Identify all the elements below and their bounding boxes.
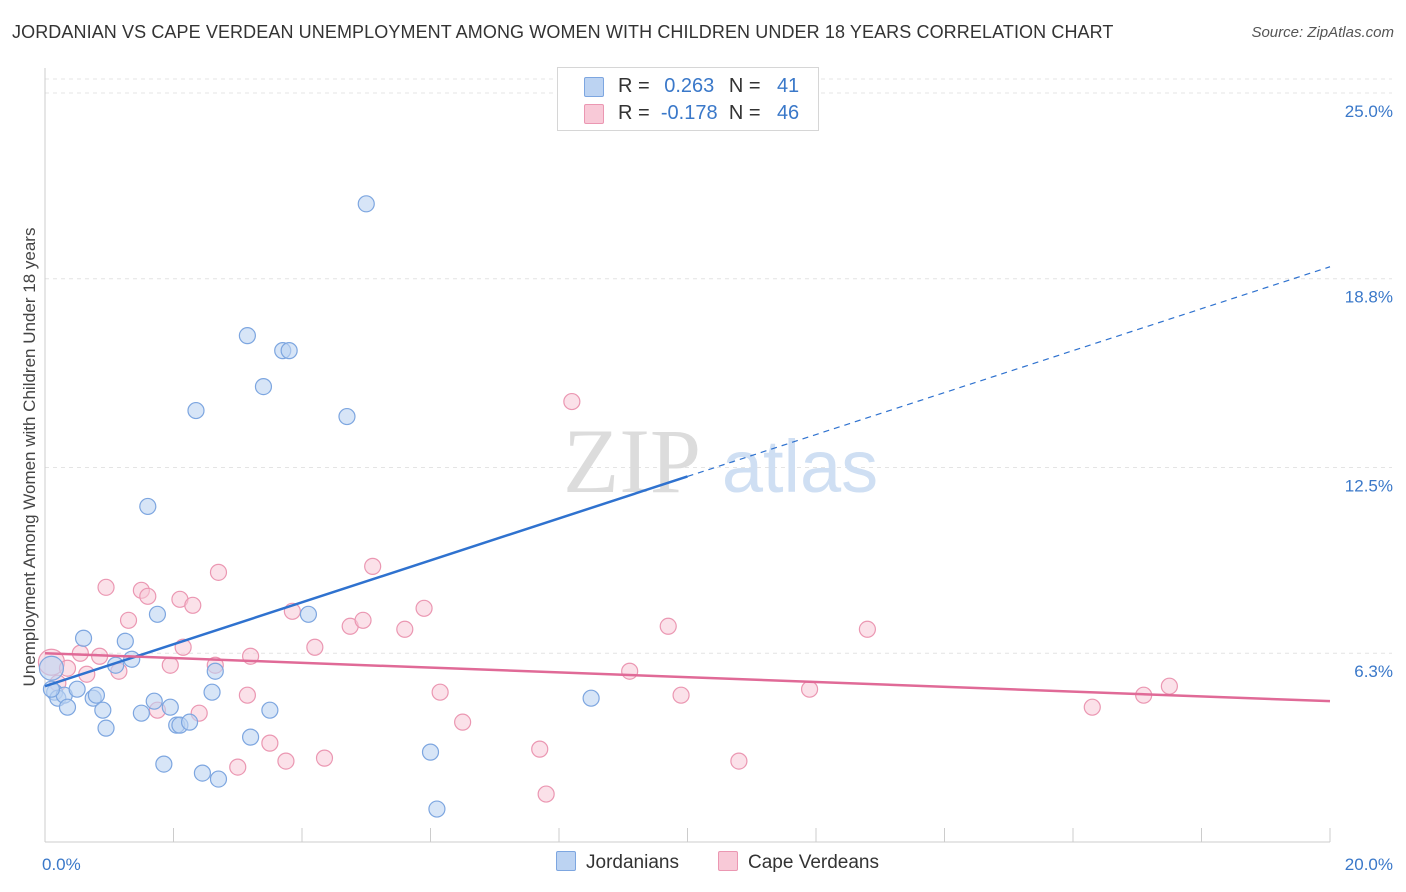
cape-verdean-point <box>415 599 433 617</box>
cape-verdean-point <box>261 734 279 752</box>
watermark-zip: ZIP <box>563 410 701 512</box>
jordanian-point <box>97 719 115 737</box>
tick-labels: 6.3% 12.5% 18.8% 25.0% 0.0% 20.0% <box>42 102 1393 874</box>
jordanian-point <box>206 662 224 680</box>
jordanian-point <box>582 689 600 707</box>
jordanian-point <box>187 401 205 420</box>
jordanian-point <box>299 605 318 623</box>
y-tick-label: 6.3% <box>1354 662 1393 681</box>
watermark: ZIP atlas <box>563 410 878 512</box>
cape-verdean-point <box>209 563 228 581</box>
jordanian-point <box>87 686 106 704</box>
y-tick-label: 12.5% <box>1345 476 1393 495</box>
jordanian-point <box>74 629 93 647</box>
cape-verdean-point <box>454 713 472 731</box>
stats-legend: R = 0.263 N = 41 R = -0.178 N = 46 <box>557 67 819 131</box>
legend-n-value: 46 <box>776 102 800 124</box>
legend-n-label: N = <box>728 75 761 97</box>
cape-verdean-point <box>730 752 748 770</box>
cape-verdean-point <box>396 620 414 638</box>
x-tick-label: 20.0% <box>1345 855 1393 874</box>
cape-verdean-point <box>97 578 115 596</box>
jordanian-trend-extension <box>687 266 1331 478</box>
cape-verdean-points <box>37 392 1178 803</box>
cape-verdean-point <box>119 611 138 629</box>
y-tick-label: 25.0% <box>1345 102 1393 121</box>
cape-verdean-point <box>184 596 202 614</box>
chart-title: JORDANIAN VS CAPE VERDEAN UNEMPLOYMENT A… <box>12 22 1114 42</box>
cape-verdean-point <box>659 617 677 635</box>
jordanian-legend-label: Jordanians <box>586 852 679 873</box>
jordanian-point <box>68 680 86 698</box>
cape-verdean-swatch <box>718 851 738 871</box>
cape-verdean-point <box>306 638 324 656</box>
cape-verdean-point <box>1083 698 1101 716</box>
legend-r-label: R = <box>618 102 650 124</box>
x-tick-label: 0.0% <box>42 855 81 874</box>
cape-verdean-swatch <box>584 104 604 124</box>
source-note: Source: ZipAtlas.com <box>1251 24 1394 41</box>
cape-verdean-point <box>364 557 382 575</box>
legend-r-value: 0.263 <box>664 75 715 97</box>
jordanian-point <box>428 800 446 818</box>
jordanian-point <box>338 407 356 426</box>
jordanian-point <box>132 704 150 722</box>
cape-verdean-point <box>858 620 877 638</box>
jordanian-point <box>58 698 77 716</box>
jordanian-point <box>203 683 221 701</box>
jordanian-point <box>254 377 273 396</box>
cape-verdean-point <box>139 587 157 605</box>
cape-verdean-point <box>621 662 639 680</box>
legend-r-label: R = <box>618 75 650 97</box>
y-tick-label: 18.8% <box>1345 288 1393 307</box>
jordanian-point <box>116 632 134 650</box>
cape-verdean-point <box>277 752 295 770</box>
cape-verdean-point <box>537 785 555 803</box>
jordanian-point <box>209 770 228 788</box>
jordanian-point <box>280 342 298 360</box>
legend-r-value: -0.178 <box>660 102 718 124</box>
cape-verdean-point <box>531 740 549 758</box>
cape-verdean-point <box>238 686 256 704</box>
watermark-atlas: atlas <box>722 425 878 508</box>
jordanian-point <box>94 701 112 719</box>
jordanian-point <box>242 728 260 746</box>
bottom-legend-cape-verdeans: Cape Verdeans <box>718 851 879 874</box>
jordanian-point <box>145 692 163 710</box>
jordanian-trend-line <box>44 475 688 688</box>
cape-verdean-point <box>563 392 581 411</box>
gridlines <box>45 78 1392 654</box>
jordanian-swatch <box>556 851 576 871</box>
bottom-legend-jordanians: Jordanians <box>556 851 679 874</box>
jordanian-point <box>193 764 212 782</box>
cape-verdean-point <box>315 749 334 767</box>
cape-verdean-point <box>672 686 690 704</box>
cape-verdean-legend-label: Cape Verdeans <box>748 852 879 873</box>
jordanian-point <box>261 701 279 719</box>
jordanian-point <box>155 755 173 773</box>
jordanian-swatch <box>584 77 604 97</box>
jordanian-point <box>238 327 256 345</box>
cape-verdean-point <box>1160 677 1178 695</box>
cape-verdean-point <box>800 680 819 698</box>
jordanian-point <box>38 655 65 681</box>
trend-lines <box>44 266 1331 703</box>
cape-verdean-trend-line <box>44 651 1331 703</box>
jordanian-point <box>357 195 375 213</box>
jordanian-point <box>180 713 199 731</box>
legend-n-value: 41 <box>776 75 800 97</box>
jordanian-points <box>38 195 600 818</box>
jordanian-point <box>421 743 440 761</box>
jordanian-point <box>148 605 167 623</box>
cape-verdean-point <box>229 758 247 776</box>
cape-verdean-point <box>161 656 179 674</box>
axes <box>44 68 1331 843</box>
cape-verdean-point <box>354 611 372 629</box>
legend-n-label: N = <box>728 102 761 124</box>
jordanian-point <box>161 698 179 716</box>
jordanian-point <box>139 497 157 516</box>
cape-verdean-point <box>431 683 449 701</box>
